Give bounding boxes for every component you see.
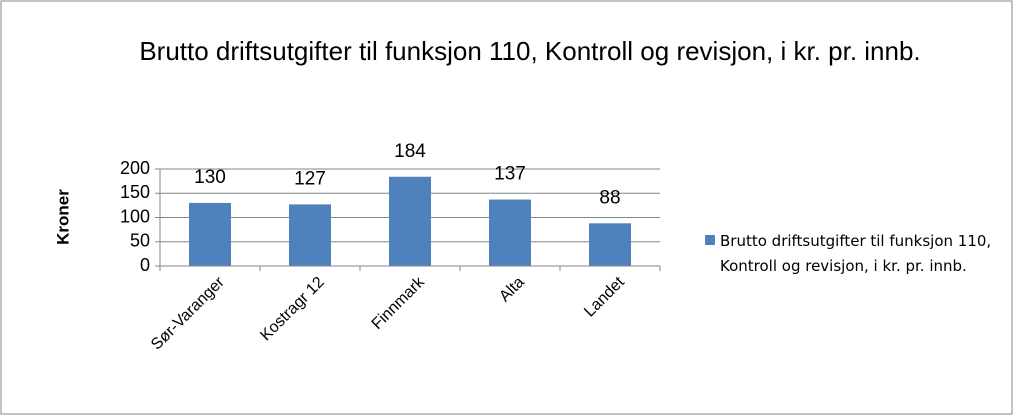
x-tick-label: Landet [581,273,628,320]
bar [289,204,331,266]
bar [189,202,231,266]
x-tick-label: Kostragr 12 [257,274,328,345]
y-tick-label: 150 [120,182,150,202]
legend-label: Brutto driftsutgifter til funksjon 110, … [720,232,992,275]
legend-swatch [705,235,715,245]
y-tick-label: 200 [120,158,150,178]
x-tick-label: Sør-Varanger [148,273,228,353]
y-tick-label: 100 [120,206,150,226]
bar [489,199,531,266]
data-label: 184 [394,141,426,162]
y-axis-label: Kroner [53,189,72,245]
bar [589,223,631,266]
chart-title: Brutto driftsutgifter til funksjon 110, … [139,36,921,66]
data-label: 130 [194,167,226,188]
bar [389,176,431,266]
data-label: 88 [599,187,620,208]
x-tick-label: Finnmark [369,273,429,333]
data-label: 137 [494,164,526,185]
data-label: 127 [294,168,326,189]
x-tick-label: Alta [496,274,528,306]
y-tick-label: 50 [130,231,150,251]
y-tick-label: 0 [140,255,150,275]
